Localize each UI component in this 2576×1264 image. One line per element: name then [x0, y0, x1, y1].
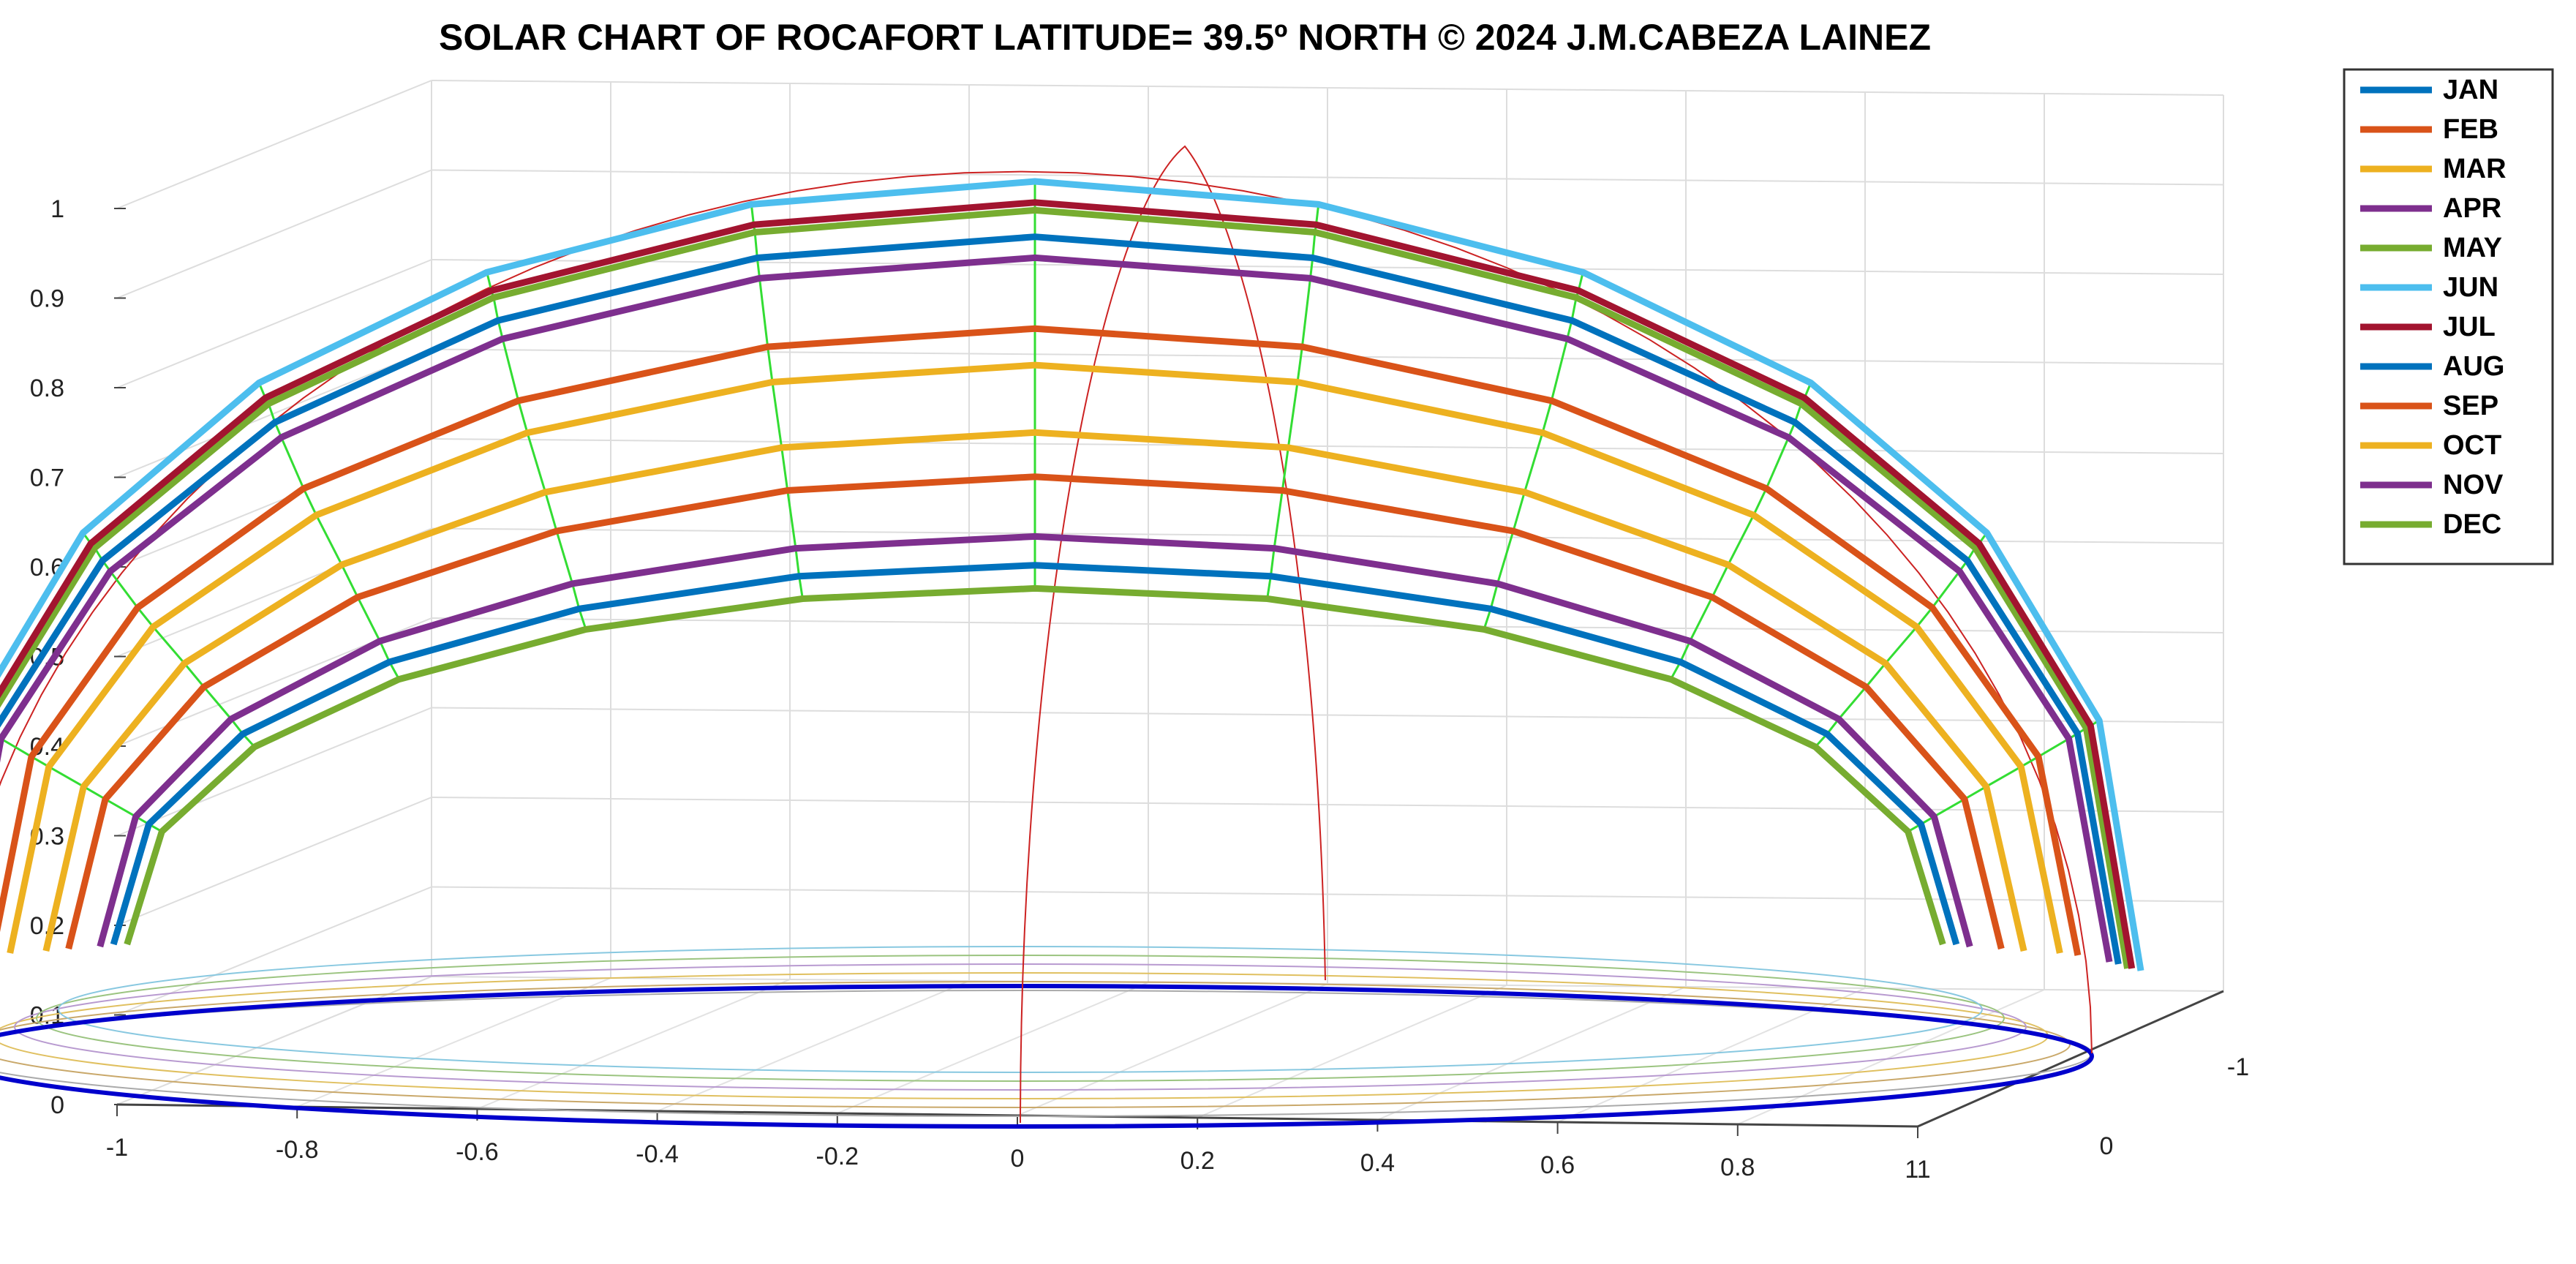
x-tick-label: 0.4 [1360, 1149, 1395, 1177]
meridian-line [1020, 145, 1326, 1124]
series-line-feb [65, 473, 2005, 950]
grid-line [431, 886, 2224, 903]
series-line-sep [0, 325, 2082, 956]
hour-line [1814, 532, 1988, 748]
x-tick-label: 0 [1011, 1145, 1025, 1173]
series-line-mar [7, 361, 2063, 954]
grid-line [431, 80, 2224, 96]
legend-label-aug: AUG [2443, 351, 2504, 382]
grid-line [1737, 989, 2045, 1125]
x-tick-label: -0.2 [816, 1143, 859, 1170]
series-line-aug [0, 233, 2122, 965]
x-tick-label: -0.4 [636, 1140, 679, 1168]
legend-label-nov: NOV [2443, 470, 2504, 500]
grid-line [431, 169, 2224, 186]
series-line-nov [97, 533, 1973, 948]
hour-line [257, 382, 400, 680]
day-circle [0, 981, 2071, 1108]
legend-label-jun: JUN [2443, 272, 2498, 303]
legend-label-sep: SEP [2443, 391, 2498, 421]
series-line-jul [0, 199, 2136, 969]
series-line-may [0, 206, 2131, 969]
grid-line [431, 438, 2224, 454]
grid-line [1017, 983, 1328, 1116]
hour-line [1266, 204, 1320, 599]
x-tick-label: 11 [1905, 1156, 1930, 1184]
grid-line [1197, 985, 1507, 1118]
legend-label-oct: OCT [2443, 430, 2501, 461]
grid-line [1377, 986, 1687, 1121]
legend-box [2343, 68, 2554, 565]
z-tick-label: 0 [50, 1091, 64, 1119]
hour-line [1670, 382, 1812, 680]
grid-line [116, 80, 432, 209]
legend-label-may: MAY [2443, 233, 2502, 263]
chart-title: SOLAR CHART OF ROCAFORT LATITUDE= 39.5º … [439, 17, 1931, 58]
x-tick-label: -0.8 [276, 1136, 319, 1164]
y-axis-line [1917, 990, 2224, 1128]
grid-line [837, 982, 1149, 1114]
hour-line [750, 204, 804, 599]
z-tick-label: 0.9 [30, 285, 64, 313]
x-tick-label: 0.8 [1720, 1154, 1755, 1181]
grid-line [1918, 95, 2223, 1126]
sky-outline [0, 170, 2093, 1054]
y-tick-label: 0 [2100, 1132, 2114, 1160]
x-tick-label: 0.2 [1180, 1147, 1215, 1175]
legend-label-apr: APR [2443, 193, 2501, 224]
y-tick-label: -1 [2227, 1053, 2249, 1081]
grid-line [431, 617, 2224, 633]
z-tick-label: 1 [50, 195, 64, 223]
grid-line [116, 707, 432, 837]
day-circle [0, 972, 2049, 1099]
grid-line [296, 977, 611, 1107]
x-tick-label: 0.6 [1540, 1151, 1575, 1179]
grid-line [116, 169, 432, 299]
grid-line [1918, 812, 2223, 1126]
grid [116, 80, 2224, 1127]
legend: JAN FEB MAR APR MAY JUN JUL AUG SEP OCT NOV DEC [2343, 68, 2554, 565]
legend-label-mar: MAR [2443, 154, 2507, 184]
grid-line [431, 707, 2224, 723]
grid-line [657, 980, 970, 1112]
horizon-circle [0, 984, 2094, 1129]
series-line-jun [0, 178, 2144, 971]
hour-line [82, 532, 256, 748]
legend-label-feb: FEB [2443, 114, 2498, 145]
grid-line [116, 259, 432, 388]
grid-line [116, 797, 432, 926]
tick-labels: -1 -0.8 -0.6 -0.4 -0.2 0 0.2 0.4 0.6 0.8 1100.10.2… [30, 195, 2249, 1184]
z-tick-label: 0.8 [30, 375, 64, 402]
grid-line [477, 979, 791, 1110]
series-line-apr [0, 254, 2113, 963]
z-tick-label: 0.7 [30, 464, 64, 492]
legend-label-jul: JUL [2443, 312, 2496, 342]
legend-label-dec: DEC [2443, 509, 2501, 540]
series-line-dec [124, 584, 1946, 946]
x-tick-label: -0.6 [456, 1138, 499, 1166]
legend-label-jan: JAN [2443, 75, 2498, 105]
month-paths [0, 178, 2144, 971]
series-line-oct [42, 429, 2027, 952]
x-tick-label: -1 [106, 1134, 128, 1162]
day-circle [0, 990, 2093, 1117]
series-line-jan [110, 562, 1960, 946]
